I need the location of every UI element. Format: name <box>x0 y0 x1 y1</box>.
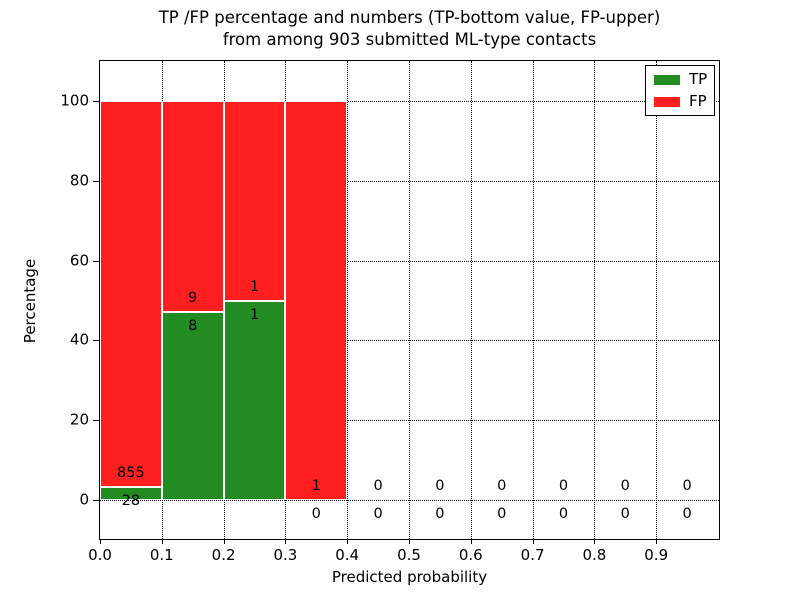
fp-count-label: 855 <box>117 465 145 482</box>
x-tick-mark <box>409 539 410 544</box>
chart-title: TP /FP percentage and numbers (TP-bottom… <box>99 7 720 51</box>
tp-count-label: 0 <box>620 505 630 522</box>
x-tick-mark <box>656 539 658 544</box>
x-tick-label: 0.5 <box>397 546 421 564</box>
x-tick-label: 0.0 <box>88 546 112 564</box>
fp-count-label: 0 <box>435 477 445 494</box>
x-tick-mark <box>285 539 287 544</box>
y-tick-mark <box>93 500 99 501</box>
x-tick-label: 0.9 <box>644 546 669 564</box>
y-tick-mark <box>93 260 99 262</box>
x-tick-mark <box>532 539 534 544</box>
fp-count-label: 0 <box>558 477 569 494</box>
plot-area: Percentage Predicted probability TP FP 0… <box>21 60 720 586</box>
fp-count-label: 0 <box>373 477 383 494</box>
tp-count-label: 1 <box>249 306 260 323</box>
x-tick-mark <box>470 539 472 544</box>
x-gridline <box>470 61 472 539</box>
x-tick-mark <box>347 539 349 544</box>
x-tick-label: 0.2 <box>211 546 236 564</box>
tp-count-label: 28 <box>121 493 141 510</box>
y-tick-label: 80 <box>69 171 89 190</box>
chart-title-line2: from among 903 submitted ML-type contact… <box>222 30 597 49</box>
legend: TP FP <box>645 65 715 116</box>
x-tick-mark <box>161 539 163 544</box>
x-gridline <box>656 61 658 539</box>
x-gridline <box>347 61 349 539</box>
bar-fp-segment <box>285 101 348 500</box>
bar-fp-segment <box>223 101 286 301</box>
legend-item-tp: TP <box>654 70 708 88</box>
y-tick-label: 40 <box>69 330 89 349</box>
legend-label-fp: FP <box>689 92 707 110</box>
y-tick-mark <box>93 180 99 182</box>
tp-count-label: 0 <box>558 505 569 522</box>
y-tick-mark <box>93 101 99 102</box>
fp-count-label: 1 <box>311 477 321 494</box>
bar-fp-segment <box>100 101 162 488</box>
x-gridline <box>594 61 596 539</box>
y-tick-label: 60 <box>69 251 89 270</box>
tp-count-label: 0 <box>373 505 383 522</box>
y-tick-label: 100 <box>60 91 89 110</box>
y-tick-mark <box>93 420 99 422</box>
bar-fp-segment <box>161 101 224 313</box>
chart-title-line1: TP /FP percentage and numbers (TP-bottom… <box>158 8 661 27</box>
tp-count-label: 8 <box>188 317 198 334</box>
x-tick-label: 0.1 <box>149 546 174 564</box>
x-tick-label: 0.6 <box>458 546 483 564</box>
tp-count-label: 0 <box>497 505 507 522</box>
y-tick-mark <box>93 340 99 342</box>
x-gridline <box>409 61 410 539</box>
x-gridline <box>532 61 534 539</box>
legend-item-fp: FP <box>654 92 707 110</box>
x-tick-label: 0.8 <box>582 546 607 564</box>
x-tick-mark <box>594 539 596 544</box>
x-tick-label: 0.3 <box>273 546 298 564</box>
tp-count-label: 0 <box>435 505 445 522</box>
x-axis-label: Predicted probability <box>331 568 488 586</box>
legend-swatch-fp <box>654 96 680 107</box>
bar-tp-segment <box>223 300 286 500</box>
tp-count-label: 0 <box>311 505 321 522</box>
fp-count-label: 0 <box>497 477 507 494</box>
fp-count-label: 0 <box>620 477 630 494</box>
fp-count-label: 0 <box>682 477 692 494</box>
bar-tp-segment <box>100 487 162 500</box>
legend-label-tp: TP <box>689 70 708 88</box>
x-tick-label: 0.7 <box>520 546 545 564</box>
tp-count-label: 0 <box>682 505 692 522</box>
x-tick-label: 0.4 <box>335 546 360 564</box>
y-tick-label: 0 <box>79 490 89 509</box>
fp-count-label: 9 <box>188 290 198 307</box>
y-axis-label: Percentage <box>21 258 39 344</box>
y-tick-label: 20 <box>69 410 89 429</box>
bar-tp-segment <box>161 312 224 500</box>
x-tick-mark <box>223 539 225 544</box>
fp-count-label: 1 <box>249 278 260 295</box>
x-tick-mark <box>100 539 101 544</box>
legend-swatch-tp <box>654 74 680 85</box>
